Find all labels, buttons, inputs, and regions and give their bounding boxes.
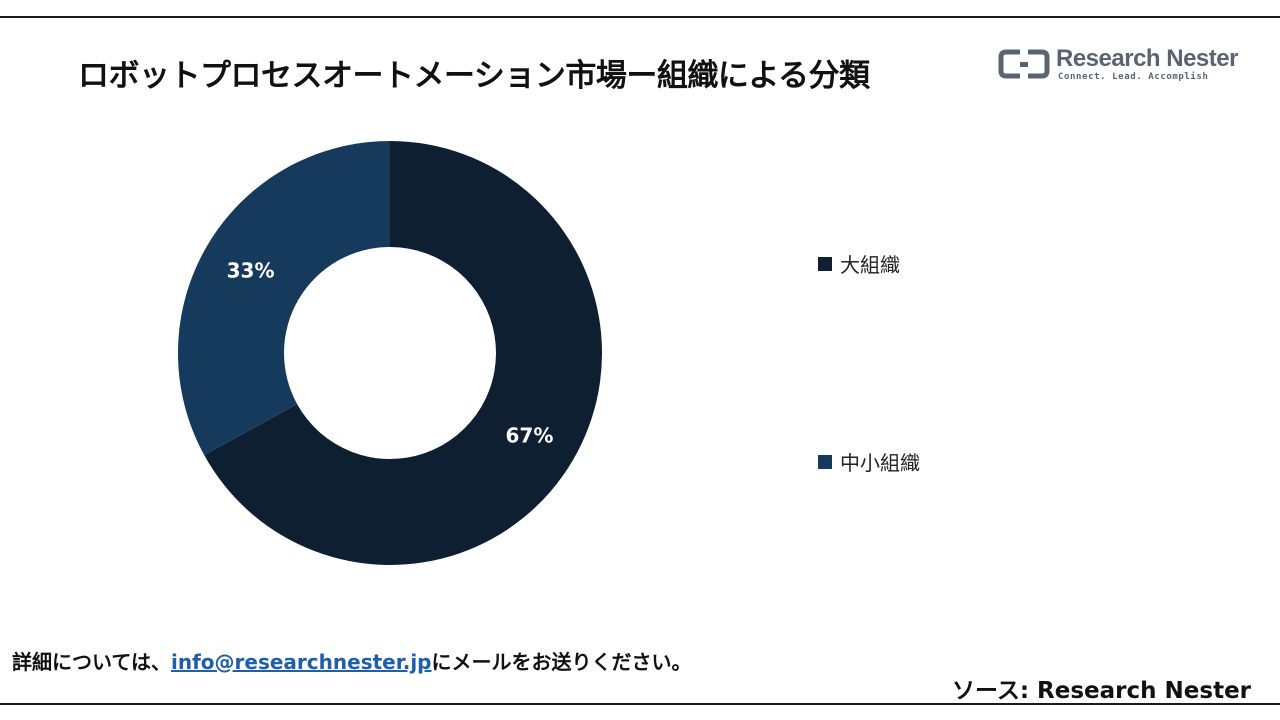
legend-label-sme: 中小組織 (840, 451, 920, 475)
research-nester-logo: Research Nester Connect. Lead. Accomplis… (998, 45, 1238, 86)
data-label-sme: 33% (227, 259, 275, 283)
logo-tagline: Connect. Lead. Accomplish (1058, 72, 1209, 82)
contact-note-suffix: にメールをお送りください。 (431, 650, 692, 674)
legend-item-sme: 中小組織 (818, 447, 920, 476)
top-rule (0, 16, 1280, 18)
chart-title: ロボットプロセスオートメーション市場ー組織による分類 (78, 58, 870, 94)
legend-item-large-org: 大組織 (818, 249, 900, 278)
contact-note: 詳細については、info@researchnester.jpにメールをお送りくだ… (12, 646, 692, 675)
contact-email-link[interactable]: info@researchnester.jp (171, 650, 432, 674)
slice-large-org (204, 141, 603, 565)
logo-mark-icon (998, 49, 1050, 79)
source-credit: ソース: Research Nester (952, 678, 1252, 704)
legend-swatch-sme (818, 454, 832, 469)
bottom-rule (0, 703, 1280, 705)
legend-swatch-large-org (818, 256, 832, 271)
logo-name: Research Nester (1056, 45, 1238, 72)
slice-sme (178, 141, 390, 456)
data-label-large-org: 67% (506, 423, 554, 447)
donut-chart: 67% 33% (178, 141, 603, 565)
contact-note-prefix: 詳細については、 (12, 650, 171, 674)
legend-label-large-org: 大組織 (840, 253, 900, 277)
